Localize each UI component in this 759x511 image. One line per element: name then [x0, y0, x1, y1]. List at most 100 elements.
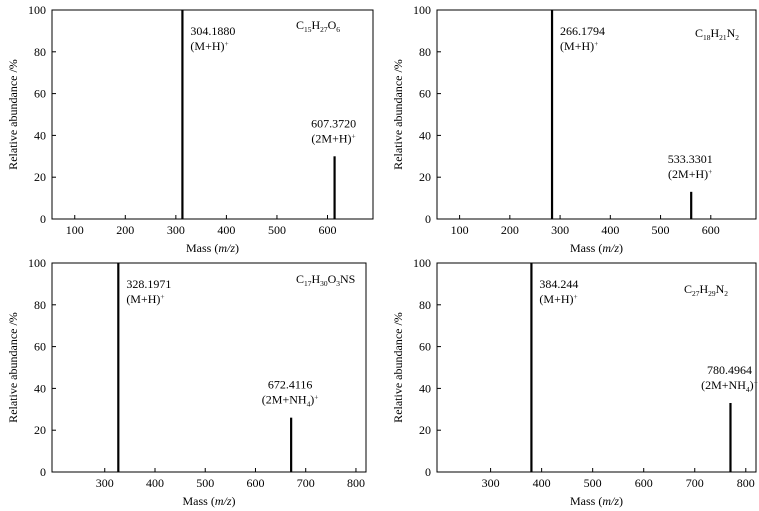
x-tick-label: 200 — [116, 223, 134, 237]
x-tick-label: 100 — [66, 223, 84, 237]
y-tick-label: 40 — [34, 381, 46, 395]
x-tick-label: 400 — [601, 223, 619, 237]
molecular-formula-part: C — [296, 18, 304, 32]
molecular-formula: C18H21N2 — [695, 26, 739, 42]
peak-ion-label-part: (2M+H) — [668, 167, 708, 181]
y-tick-label: 20 — [34, 423, 46, 437]
y-tick-label: 60 — [34, 87, 46, 101]
peak-ion-label-part: + — [594, 39, 598, 48]
molecular-formula-part: 29 — [708, 289, 716, 298]
y-tick-label: 40 — [419, 128, 431, 142]
molecular-formula: C17H30O3NS — [296, 272, 355, 288]
y-tick-label: 80 — [419, 45, 431, 59]
x-tick-label: 500 — [652, 223, 670, 237]
x-axis-label-part: m/z — [215, 494, 232, 508]
peak-ion-label-part: + — [314, 393, 318, 402]
molecular-formula-part: H — [710, 26, 719, 40]
x-axis-label-part: m/z — [602, 241, 619, 255]
peak-ion-label-part: (M+H) — [560, 39, 594, 53]
x-axis-label: Mass (m/z) — [570, 241, 623, 255]
y-tick-label: 100 — [28, 3, 46, 17]
y-axis-label: Relative abundance /% — [6, 312, 20, 423]
x-tick-label: 400 — [533, 476, 551, 490]
molecular-formula-part: 17 — [304, 279, 312, 288]
y-tick-label: 100 — [413, 256, 431, 270]
x-tick-label: 500 — [584, 476, 602, 490]
x-tick-label: 300 — [96, 476, 114, 490]
peak-mass-label: 672.4116 — [268, 378, 313, 392]
peak-mass-label: 304.1880 — [190, 24, 235, 38]
x-axis-label-part: m/z — [602, 494, 619, 508]
y-tick-label: 100 — [413, 3, 431, 17]
spectrum-panel-4: 0 20 40 60 80 100 300 400 500 600 700 800 Relative a… — [391, 256, 758, 508]
peak-ion-label-part: ) — [310, 393, 314, 407]
y-tick-label: 60 — [419, 340, 431, 354]
molecular-formula-part: O — [328, 272, 337, 286]
molecular-formula-part: 15 — [304, 25, 312, 34]
y-tick-label: 80 — [34, 298, 46, 312]
x-tick-label: 400 — [217, 223, 235, 237]
peak-mass-label: 384.244 — [539, 277, 578, 291]
x-axis-label: Mass (m/z) — [570, 494, 623, 508]
peak-ion-label-part: (M+H) — [190, 39, 224, 53]
x-tick-label: 300 — [551, 223, 569, 237]
molecular-formula-part: O — [328, 18, 337, 32]
peak-ion-label: (M+H)+ — [539, 292, 577, 306]
x-tick-label: 700 — [686, 476, 704, 490]
peak-ion-label-part: + — [352, 131, 356, 140]
peak-ion-label-part: ) — [750, 378, 754, 392]
molecular-formula-part: 27 — [320, 25, 328, 34]
peak-mass-label: 607.3720 — [311, 116, 356, 130]
y-tick-label: 0 — [425, 212, 431, 226]
x-tick-label: 200 — [501, 223, 519, 237]
peak-ion-label-part: (2M+NH — [701, 378, 746, 392]
y-tick-label: 40 — [419, 381, 431, 395]
y-tick-label: 80 — [34, 45, 46, 59]
molecular-formula-part: NS — [340, 272, 355, 286]
x-axis-label-part: Mass ( — [182, 494, 214, 508]
y-tick-label: 20 — [419, 423, 431, 437]
plot-frame — [436, 262, 757, 473]
y-tick-label: 0 — [425, 465, 431, 479]
spectrum-panel-3: 0 20 40 60 80 100 300 400 500 600 700 800 Relative a… — [6, 256, 367, 508]
x-axis-label-part: ) — [232, 494, 236, 508]
peak-ion-label-part: + — [225, 39, 229, 48]
plot-frame — [51, 9, 374, 220]
molecular-formula-part: N — [727, 26, 736, 40]
peak-ion-label: (2M+H)+ — [311, 131, 355, 145]
peak-ion-label: (2M+NH4)+ — [262, 393, 319, 409]
x-axis-label-part: Mass ( — [570, 494, 602, 508]
molecular-formula-part: N — [716, 282, 725, 296]
y-tick-label: 20 — [419, 170, 431, 184]
x-tick-label: 100 — [451, 223, 469, 237]
x-axis-label-part: Mass ( — [186, 241, 218, 255]
peak-ion-label: (2M+NH4)+ — [701, 378, 758, 394]
peak-mass-label: 533.3301 — [668, 152, 713, 166]
x-axis-label-part: ) — [619, 494, 623, 508]
x-axis-label-part: Mass ( — [570, 241, 602, 255]
peak-ion-label: (2M+H)+ — [668, 167, 712, 181]
x-axis-label: Mass (m/z) — [182, 494, 235, 508]
y-tick-label: 0 — [40, 465, 46, 479]
peak-ion-label-part: (2M+H) — [311, 131, 351, 145]
x-tick-label: 600 — [702, 223, 720, 237]
y-tick-label: 60 — [419, 87, 431, 101]
peak-ion-label: (M+H)+ — [126, 292, 164, 306]
peak-ion-label-part: + — [574, 292, 578, 301]
peak-ion-label-part: + — [708, 167, 712, 176]
y-axis-label: Relative abundance /% — [6, 59, 20, 170]
x-tick-label: 800 — [737, 476, 755, 490]
y-axis-label: Relative abundance /% — [391, 59, 405, 170]
peak-ion-label: (M+H)+ — [560, 39, 598, 53]
x-tick-label: 600 — [319, 223, 337, 237]
molecular-formula-part: C — [695, 26, 703, 40]
peak-ion-label-part: + — [754, 378, 758, 387]
x-tick-label: 800 — [347, 476, 365, 490]
y-tick-label: 100 — [28, 256, 46, 270]
spectrum-panel-2: 0 20 40 60 80 100 100 200 300 400 500 600 Relative a… — [391, 3, 757, 255]
plot-frame — [436, 9, 757, 220]
molecular-formula-part: 6 — [336, 25, 340, 34]
x-tick-label: 400 — [146, 476, 164, 490]
x-axis-label: Mass (m/z) — [186, 241, 239, 255]
